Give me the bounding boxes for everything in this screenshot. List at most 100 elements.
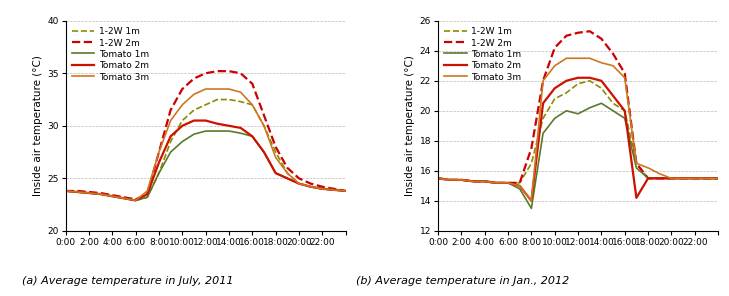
Tomato 1m xyxy=(341,189,350,193)
Tomato 1m xyxy=(655,176,664,180)
Tomato 3m xyxy=(597,61,606,65)
Tomato 3m xyxy=(492,181,501,185)
Tomato 2m xyxy=(96,192,105,196)
Tomato 1m xyxy=(295,182,303,185)
1-2W 2m xyxy=(597,37,606,41)
Tomato 2m xyxy=(330,188,338,192)
Tomato 3m xyxy=(679,176,687,180)
1-2W 1m xyxy=(306,185,315,189)
Tomato 1m xyxy=(504,181,512,185)
Tomato 2m xyxy=(562,79,571,83)
1-2W 1m xyxy=(96,192,105,196)
Y-axis label: Inside air temperature (°C): Inside air temperature (°C) xyxy=(405,55,416,196)
Tomato 1m xyxy=(527,207,536,210)
Tomato 3m xyxy=(96,192,105,196)
Tomato 3m xyxy=(213,87,222,91)
Line: Tomato 2m: Tomato 2m xyxy=(438,78,718,201)
Tomato 1m xyxy=(236,131,245,135)
1-2W 2m xyxy=(620,71,629,75)
Tomato 1m xyxy=(108,194,117,198)
Tomato 2m xyxy=(248,134,257,138)
Tomato 2m xyxy=(644,176,652,180)
Tomato 3m xyxy=(714,176,722,180)
Tomato 3m xyxy=(143,189,152,193)
1-2W 2m xyxy=(283,166,292,170)
Line: Tomato 3m: Tomato 3m xyxy=(66,89,346,200)
Tomato 1m xyxy=(155,171,163,175)
1-2W 2m xyxy=(445,178,454,182)
1-2W 2m xyxy=(550,46,559,49)
1-2W 1m xyxy=(445,178,454,182)
Tomato 1m xyxy=(550,117,559,120)
Tomato 2m xyxy=(283,176,292,180)
1-2W 1m xyxy=(714,176,722,180)
Text: (a) Average temperature in July, 2011: (a) Average temperature in July, 2011 xyxy=(22,276,233,286)
Tomato 2m xyxy=(341,189,350,193)
1-2W 1m xyxy=(236,100,245,103)
1-2W 1m xyxy=(120,197,128,200)
1-2W 1m xyxy=(504,181,512,185)
Tomato 1m xyxy=(492,181,501,185)
1-2W 1m xyxy=(341,189,350,193)
Tomato 2m xyxy=(143,192,152,196)
Tomato 3m xyxy=(236,90,245,94)
Tomato 1m xyxy=(690,176,699,180)
1-2W 2m xyxy=(178,87,187,91)
Tomato 2m xyxy=(155,161,163,164)
Tomato 3m xyxy=(155,150,163,154)
Line: 1-2W 2m: 1-2W 2m xyxy=(66,71,346,199)
1-2W 1m xyxy=(550,97,559,101)
Tomato 2m xyxy=(445,178,454,182)
Tomato 1m xyxy=(190,132,198,136)
1-2W 1m xyxy=(515,181,524,185)
Tomato 3m xyxy=(61,189,70,193)
1-2W 2m xyxy=(225,69,233,73)
Tomato 1m xyxy=(131,199,140,202)
Legend: 1-2W 1m, 1-2W 2m, Tomato 1m, Tomato 2m, Tomato 3m: 1-2W 1m, 1-2W 2m, Tomato 1m, Tomato 2m, … xyxy=(70,25,151,83)
1-2W 1m xyxy=(248,103,257,107)
1-2W 2m xyxy=(655,176,664,180)
Tomato 2m xyxy=(679,176,687,180)
1-2W 2m xyxy=(574,31,582,35)
Tomato 3m xyxy=(434,176,443,180)
1-2W 1m xyxy=(679,176,687,180)
1-2W 2m xyxy=(644,176,652,180)
1-2W 2m xyxy=(714,176,722,180)
Tomato 2m xyxy=(667,176,676,180)
Tomato 1m xyxy=(73,190,82,194)
Tomato 3m xyxy=(550,64,559,67)
1-2W 2m xyxy=(679,176,687,180)
1-2W 2m xyxy=(143,192,152,196)
Tomato 1m xyxy=(283,176,292,180)
Tomato 3m xyxy=(108,194,117,198)
1-2W 2m xyxy=(527,147,536,150)
Tomato 1m xyxy=(702,176,711,180)
Tomato 3m xyxy=(330,188,338,192)
1-2W 1m xyxy=(457,178,466,182)
1-2W 2m xyxy=(201,71,210,75)
1-2W 2m xyxy=(457,178,466,182)
1-2W 1m xyxy=(644,176,652,180)
Tomato 2m xyxy=(620,109,629,112)
1-2W 1m xyxy=(702,176,711,180)
1-2W 2m xyxy=(120,195,128,199)
Tomato 2m xyxy=(597,79,606,83)
1-2W 1m xyxy=(667,176,676,180)
1-2W 1m xyxy=(155,171,163,175)
Tomato 2m xyxy=(201,119,210,122)
1-2W 2m xyxy=(306,182,315,185)
1-2W 2m xyxy=(295,176,303,180)
Tomato 3m xyxy=(248,103,257,107)
Tomato 2m xyxy=(120,197,128,200)
1-2W 2m xyxy=(690,176,699,180)
1-2W 1m xyxy=(318,187,327,191)
Tomato 2m xyxy=(178,124,187,128)
1-2W 1m xyxy=(295,182,303,185)
1-2W 1m xyxy=(166,140,175,143)
Tomato 1m xyxy=(469,180,477,183)
Tomato 2m xyxy=(131,199,140,202)
Line: Tomato 2m: Tomato 2m xyxy=(66,120,346,200)
1-2W 2m xyxy=(480,180,489,183)
Y-axis label: Inside air temperature (°C): Inside air temperature (°C) xyxy=(33,55,43,196)
Tomato 2m xyxy=(515,184,524,188)
